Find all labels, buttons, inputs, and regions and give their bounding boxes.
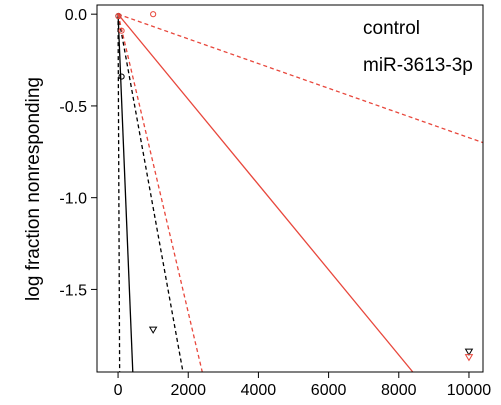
point-control-2 (148, 326, 158, 334)
legend-entry-mir-3613-3p: miR-3613-3p (363, 55, 473, 76)
x-tick-label-8000: 8000 (381, 382, 417, 399)
y-tick-label-0: 0.0 (65, 7, 87, 24)
x-tick-label-10000: 10000 (447, 382, 492, 399)
plot-frame (96, 4, 484, 373)
y-tick-label-3: -1.5 (59, 282, 87, 299)
y-tick-label-2: -1.0 (59, 191, 87, 208)
y-tick-label-1: -0.5 (59, 99, 87, 116)
point-mir-1 (118, 27, 125, 34)
point-mir-3 (464, 354, 474, 362)
data-points (115, 11, 474, 362)
point-mir-2 (150, 11, 157, 18)
x-tick-label-4000: 4000 (241, 382, 277, 399)
fit-line-mir-dashed-2 (117, 13, 483, 144)
x-tick-label-6000: 6000 (311, 382, 347, 399)
fit-line-mir-dashed-1 (117, 14, 203, 372)
y-axis-label: log fraction nonresponding (23, 77, 44, 301)
x-tick-label-2000: 2000 (170, 382, 206, 399)
fit-line-control-dashed-2 (117, 14, 184, 372)
fit-line-control-dashed-1 (117, 14, 121, 372)
point-control-1 (118, 73, 125, 80)
point-control-3 (464, 348, 474, 356)
point-mir-0 (115, 12, 122, 20)
fit-line-control-solid-0 (117, 14, 134, 372)
fit-lines (117, 13, 483, 372)
axes: 0 2000 4000 6000 8000 10000 0.0 -0.5 -1.0 -1.5 (59, 7, 491, 399)
legend-entry-control: control (363, 18, 420, 39)
fit-line-mir-solid-0 (117, 13, 414, 372)
x-tick-label-0: 0 (114, 382, 123, 399)
